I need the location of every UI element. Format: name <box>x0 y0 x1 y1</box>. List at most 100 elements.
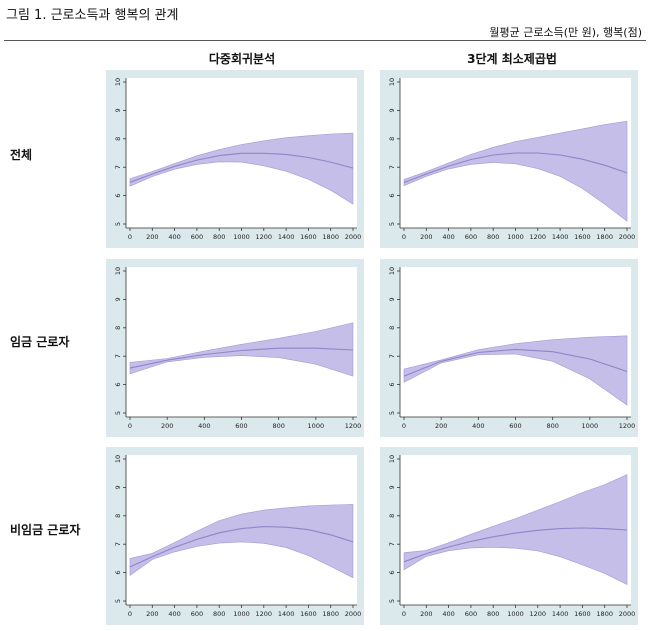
x-tick-label: 200 <box>435 422 447 430</box>
x-tick-label: 0 <box>402 233 406 241</box>
x-tick-label: 2000 <box>619 610 636 618</box>
x-tick-label: 1000 <box>582 422 599 430</box>
x-tick-label: 1200 <box>530 233 547 241</box>
fitted-line <box>403 527 628 563</box>
x-tick-label: 200 <box>420 233 432 241</box>
x-tick-label: 2000 <box>345 610 362 618</box>
confidence-band <box>403 474 628 585</box>
x-tick-label: 1000 <box>507 233 524 241</box>
x-tick-label: 0 <box>128 233 132 241</box>
x-tick-label: 0 <box>128 422 132 430</box>
row-header-wage: 임금 근로자 <box>10 335 70 349</box>
y-tick-label: 9 <box>114 108 122 112</box>
fitted-line <box>129 347 354 369</box>
column-header-ols: 다중회귀분석 <box>208 52 276 66</box>
y-tick-label: 7 <box>114 165 122 169</box>
confidence-band <box>403 120 628 222</box>
chart-panel: 0 200 400 600 800 1000 1200 5 6 7 8 9 10 <box>106 259 364 437</box>
row-header-nonwage: 비임금 근로자 <box>10 523 81 537</box>
y-tick-label: 9 <box>388 108 396 112</box>
x-tick-label: 1600 <box>574 610 591 618</box>
fitted-line <box>403 152 628 184</box>
y-tick-label: 5 <box>388 222 396 226</box>
chart-panel: 0 200 400 600 800 1000 1200 1400 1600 1800 2000 5 6 7… <box>380 447 638 625</box>
x-tick-label: 400 <box>198 422 210 430</box>
chart-panel: 0 200 400 600 800 1000 1200 1400 1600 1800 2000 5 6 7… <box>380 70 638 248</box>
x-tick-label: 1800 <box>322 233 339 241</box>
x-tick-label: 1800 <box>596 233 613 241</box>
y-tick-label: 5 <box>388 599 396 603</box>
x-tick-label: 800 <box>487 610 499 618</box>
y-tick-label: 5 <box>114 599 122 603</box>
x-tick-label: 1600 <box>574 233 591 241</box>
x-tick-label: 0 <box>402 610 406 618</box>
x-tick-label: 800 <box>487 233 499 241</box>
row-header-all: 전체 <box>10 148 33 162</box>
x-tick-label: 600 <box>191 233 203 241</box>
chart-panel: 0 200 400 600 800 1000 1200 5 6 7 8 9 10 <box>380 259 638 437</box>
y-tick-label: 8 <box>388 514 396 518</box>
x-tick-label: 800 <box>213 233 225 241</box>
top-rule <box>4 40 646 41</box>
y-tick-label: 10 <box>388 78 396 86</box>
x-tick-label: 1400 <box>278 610 295 618</box>
x-tick-label: 800 <box>213 610 225 618</box>
y-tick-label: 9 <box>114 297 122 301</box>
x-tick-label: 600 <box>465 610 477 618</box>
y-tick-label: 6 <box>114 571 122 575</box>
fitted-line <box>129 526 354 568</box>
x-tick-label: 800 <box>546 422 558 430</box>
fitted-line <box>403 348 628 377</box>
x-tick-label: 400 <box>168 233 180 241</box>
y-tick-label: 8 <box>114 514 122 518</box>
y-tick-label: 7 <box>114 542 122 546</box>
x-tick-label: 1200 <box>256 610 273 618</box>
y-tick-label: 8 <box>114 137 122 141</box>
x-tick-label: 600 <box>191 610 203 618</box>
y-tick-label: 6 <box>388 194 396 198</box>
x-tick-label: 200 <box>146 610 158 618</box>
x-tick-label: 1800 <box>322 610 339 618</box>
x-tick-label: 600 <box>235 422 247 430</box>
x-tick-label: 2000 <box>345 233 362 241</box>
y-tick-label: 10 <box>114 455 122 463</box>
y-tick-label: 10 <box>114 267 122 275</box>
units-note: 월평균 근로소득(만 원), 행복(점) <box>489 26 642 39</box>
y-tick-label: 8 <box>388 137 396 141</box>
x-tick-label: 400 <box>168 610 180 618</box>
confidence-band <box>403 335 628 406</box>
x-tick-label: 1000 <box>507 610 524 618</box>
x-tick-label: 600 <box>465 233 477 241</box>
column-header-3sls: 3단계 최소제곱법 <box>467 52 557 66</box>
x-tick-label: 1400 <box>552 233 569 241</box>
x-tick-label: 200 <box>146 233 158 241</box>
x-tick-label: 800 <box>272 422 284 430</box>
y-tick-label: 5 <box>114 411 122 415</box>
figure-title: 그림 1. 근로소득과 행복의 관계 <box>6 8 179 23</box>
x-tick-label: 0 <box>402 422 406 430</box>
confidence-band <box>129 504 354 579</box>
y-tick-label: 7 <box>388 542 396 546</box>
x-tick-label: 1600 <box>300 610 317 618</box>
y-tick-label: 9 <box>114 485 122 489</box>
y-tick-label: 10 <box>114 78 122 86</box>
x-tick-label: 1400 <box>552 610 569 618</box>
chart-panel: 0 200 400 600 800 1000 1200 1400 1600 1800 2000 5 6 7… <box>106 447 364 625</box>
x-tick-label: 1400 <box>278 233 295 241</box>
x-tick-label: 1200 <box>345 422 362 430</box>
confidence-band <box>129 322 354 377</box>
confidence-band <box>129 132 354 205</box>
x-tick-label: 1800 <box>596 610 613 618</box>
x-tick-label: 1200 <box>530 610 547 618</box>
x-tick-label: 1000 <box>308 422 325 430</box>
y-tick-label: 7 <box>388 165 396 169</box>
y-tick-label: 6 <box>114 194 122 198</box>
y-tick-label: 5 <box>388 411 396 415</box>
x-tick-label: 600 <box>509 422 521 430</box>
y-tick-label: 6 <box>388 571 396 575</box>
y-tick-label: 8 <box>114 326 122 330</box>
x-tick-label: 200 <box>420 610 432 618</box>
x-tick-label: 200 <box>161 422 173 430</box>
fitted-line <box>129 152 354 183</box>
